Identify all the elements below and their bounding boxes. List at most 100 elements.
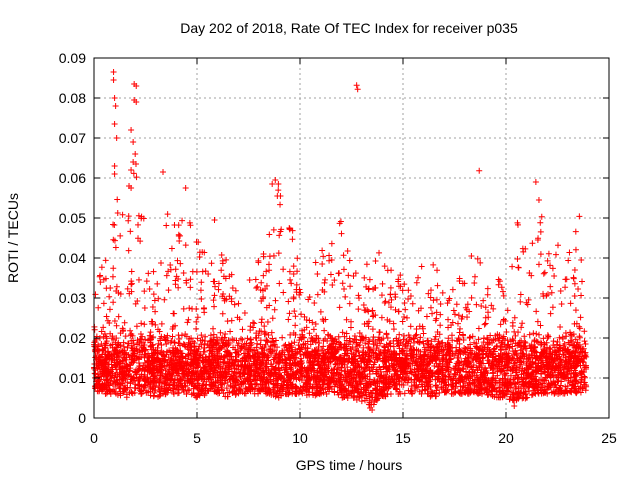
data-point xyxy=(125,247,132,254)
data-point xyxy=(102,275,109,282)
data-point xyxy=(141,321,148,328)
data-point xyxy=(468,294,475,301)
data-point xyxy=(155,384,162,391)
data-point xyxy=(176,238,183,245)
data-point xyxy=(405,387,412,394)
data-point xyxy=(480,297,487,304)
data-point xyxy=(306,330,313,337)
data-point xyxy=(197,287,204,294)
data-point xyxy=(394,340,401,347)
data-point xyxy=(571,293,578,300)
data-point xyxy=(95,304,102,311)
data-point xyxy=(545,250,552,257)
data-point xyxy=(400,336,407,343)
data-point xyxy=(265,261,272,268)
data-point xyxy=(301,313,308,320)
data-point xyxy=(137,331,144,337)
data-point xyxy=(518,324,525,331)
data-point xyxy=(256,328,263,335)
data-point xyxy=(215,286,222,293)
data-point xyxy=(285,316,292,323)
data-point xyxy=(232,287,239,294)
data-point xyxy=(535,261,542,268)
data-point xyxy=(519,320,526,327)
data-point xyxy=(427,287,434,294)
data-point xyxy=(319,260,326,267)
data-point xyxy=(449,337,456,344)
data-point xyxy=(396,331,403,338)
data-point xyxy=(581,328,588,335)
data-point xyxy=(413,331,420,338)
data-point xyxy=(130,170,137,177)
data-point xyxy=(417,334,424,341)
data-point xyxy=(358,398,365,405)
data-point xyxy=(420,338,427,345)
data-point xyxy=(464,301,471,308)
data-point xyxy=(113,287,120,294)
data-point xyxy=(260,272,267,279)
data-point xyxy=(401,332,408,339)
data-point xyxy=(170,385,177,392)
data-point xyxy=(338,230,345,237)
data-point xyxy=(293,354,300,361)
data-point xyxy=(433,309,440,316)
data-point xyxy=(161,296,168,303)
data-point xyxy=(92,291,99,298)
data-point xyxy=(286,225,293,232)
data-point xyxy=(295,342,302,349)
data-point xyxy=(163,222,170,229)
data-point xyxy=(381,263,388,270)
data-point xyxy=(474,255,481,262)
data-point xyxy=(294,268,301,275)
data-point xyxy=(294,255,301,262)
data-point xyxy=(526,331,533,338)
data-point xyxy=(198,296,205,303)
data-point xyxy=(378,292,385,299)
data-point xyxy=(340,252,347,259)
data-point xyxy=(339,280,346,287)
data-point xyxy=(253,344,260,351)
data-point xyxy=(341,333,348,340)
data-point xyxy=(210,325,217,332)
data-point xyxy=(310,326,317,333)
data-point xyxy=(523,299,530,306)
data-point xyxy=(401,313,408,320)
data-point xyxy=(227,328,234,335)
data-point xyxy=(340,394,347,401)
data-point xyxy=(445,324,452,331)
data-point xyxy=(222,331,229,338)
data-point xyxy=(98,328,105,335)
data-point xyxy=(544,257,551,264)
data-point xyxy=(541,269,548,276)
data-point xyxy=(194,314,201,321)
data-point xyxy=(572,228,579,235)
data-point xyxy=(512,332,519,339)
data-point xyxy=(411,335,418,342)
data-point xyxy=(563,368,570,375)
data-point xyxy=(289,236,296,243)
data-point xyxy=(570,275,577,282)
data-point xyxy=(172,266,179,273)
data-point xyxy=(370,341,377,348)
data-point xyxy=(165,387,172,394)
data-point xyxy=(498,284,505,291)
data-point xyxy=(482,314,489,321)
data-points xyxy=(91,69,590,413)
data-point xyxy=(238,335,245,342)
data-point xyxy=(339,329,346,336)
data-point xyxy=(167,261,174,268)
data-point xyxy=(246,277,253,284)
data-point xyxy=(384,348,391,355)
data-point xyxy=(361,274,368,281)
data-point xyxy=(399,287,406,294)
data-point xyxy=(397,272,404,279)
data-point xyxy=(124,285,131,292)
data-point xyxy=(387,284,394,291)
data-point xyxy=(250,319,257,326)
data-point xyxy=(185,316,192,323)
data-point xyxy=(217,329,224,336)
data-point xyxy=(275,250,282,257)
data-point xyxy=(493,380,500,387)
data-point xyxy=(348,318,355,325)
